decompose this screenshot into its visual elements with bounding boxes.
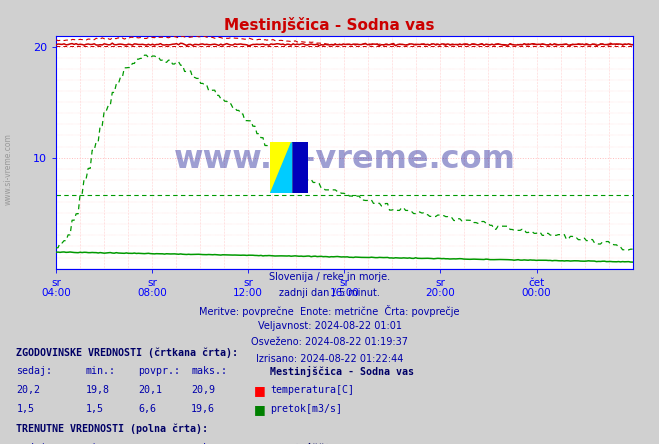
Text: ■: ■ [254, 403, 266, 416]
Text: 6,6: 6,6 [138, 404, 156, 415]
Text: 1,5: 1,5 [86, 404, 103, 415]
Text: 19,8: 19,8 [86, 385, 109, 396]
Text: sedaj:: sedaj: [16, 366, 53, 377]
Text: 19,6: 19,6 [191, 404, 215, 415]
Polygon shape [270, 142, 291, 193]
Text: povpr.:: povpr.: [138, 443, 181, 444]
Text: www.si-vreme.com: www.si-vreme.com [173, 143, 515, 174]
Polygon shape [270, 142, 308, 193]
Text: Veljavnost: 2024-08-22 01:01: Veljavnost: 2024-08-22 01:01 [258, 321, 401, 331]
Text: Mestinjščica - Sodna vas: Mestinjščica - Sodna vas [224, 17, 435, 33]
Text: ■: ■ [254, 384, 266, 396]
Polygon shape [270, 142, 291, 193]
Text: Izrisano: 2024-08-22 01:22:44: Izrisano: 2024-08-22 01:22:44 [256, 354, 403, 364]
Text: min.:: min.: [86, 366, 116, 377]
Text: zadnji dan / 5 minut.: zadnji dan / 5 minut. [279, 288, 380, 298]
Text: TRENUTNE VREDNOSTI (polna črta):: TRENUTNE VREDNOSTI (polna črta): [16, 424, 208, 434]
Text: Mestinjščica - Sodna vas: Mestinjščica - Sodna vas [270, 443, 415, 444]
Text: Mestinjščica - Sodna vas: Mestinjščica - Sodna vas [270, 366, 415, 377]
Text: pretok[m3/s]: pretok[m3/s] [270, 404, 342, 415]
Polygon shape [270, 142, 291, 193]
Text: sedaj:: sedaj: [16, 443, 53, 444]
Polygon shape [270, 142, 308, 193]
Text: 20,9: 20,9 [191, 385, 215, 396]
Text: www.si-vreme.com: www.si-vreme.com [4, 133, 13, 205]
Text: 20,1: 20,1 [138, 385, 162, 396]
Text: Meritve: povprečne  Enote: metrične  Črta: povprečje: Meritve: povprečne Enote: metrične Črta:… [199, 305, 460, 317]
Text: povpr.:: povpr.: [138, 366, 181, 377]
Text: temperatura[C]: temperatura[C] [270, 385, 354, 396]
Text: ZGODOVINSKE VREDNOSTI (črtkana črta):: ZGODOVINSKE VREDNOSTI (črtkana črta): [16, 347, 239, 358]
Text: maks.:: maks.: [191, 366, 227, 377]
Text: Slovenija / reke in morje.: Slovenija / reke in morje. [269, 272, 390, 282]
Text: Osveženo: 2024-08-22 01:19:37: Osveženo: 2024-08-22 01:19:37 [251, 337, 408, 348]
Text: min.:: min.: [86, 443, 116, 444]
Polygon shape [291, 142, 308, 193]
Text: 20,2: 20,2 [16, 385, 40, 396]
Text: maks.:: maks.: [191, 443, 227, 444]
Text: 1,5: 1,5 [16, 404, 34, 415]
